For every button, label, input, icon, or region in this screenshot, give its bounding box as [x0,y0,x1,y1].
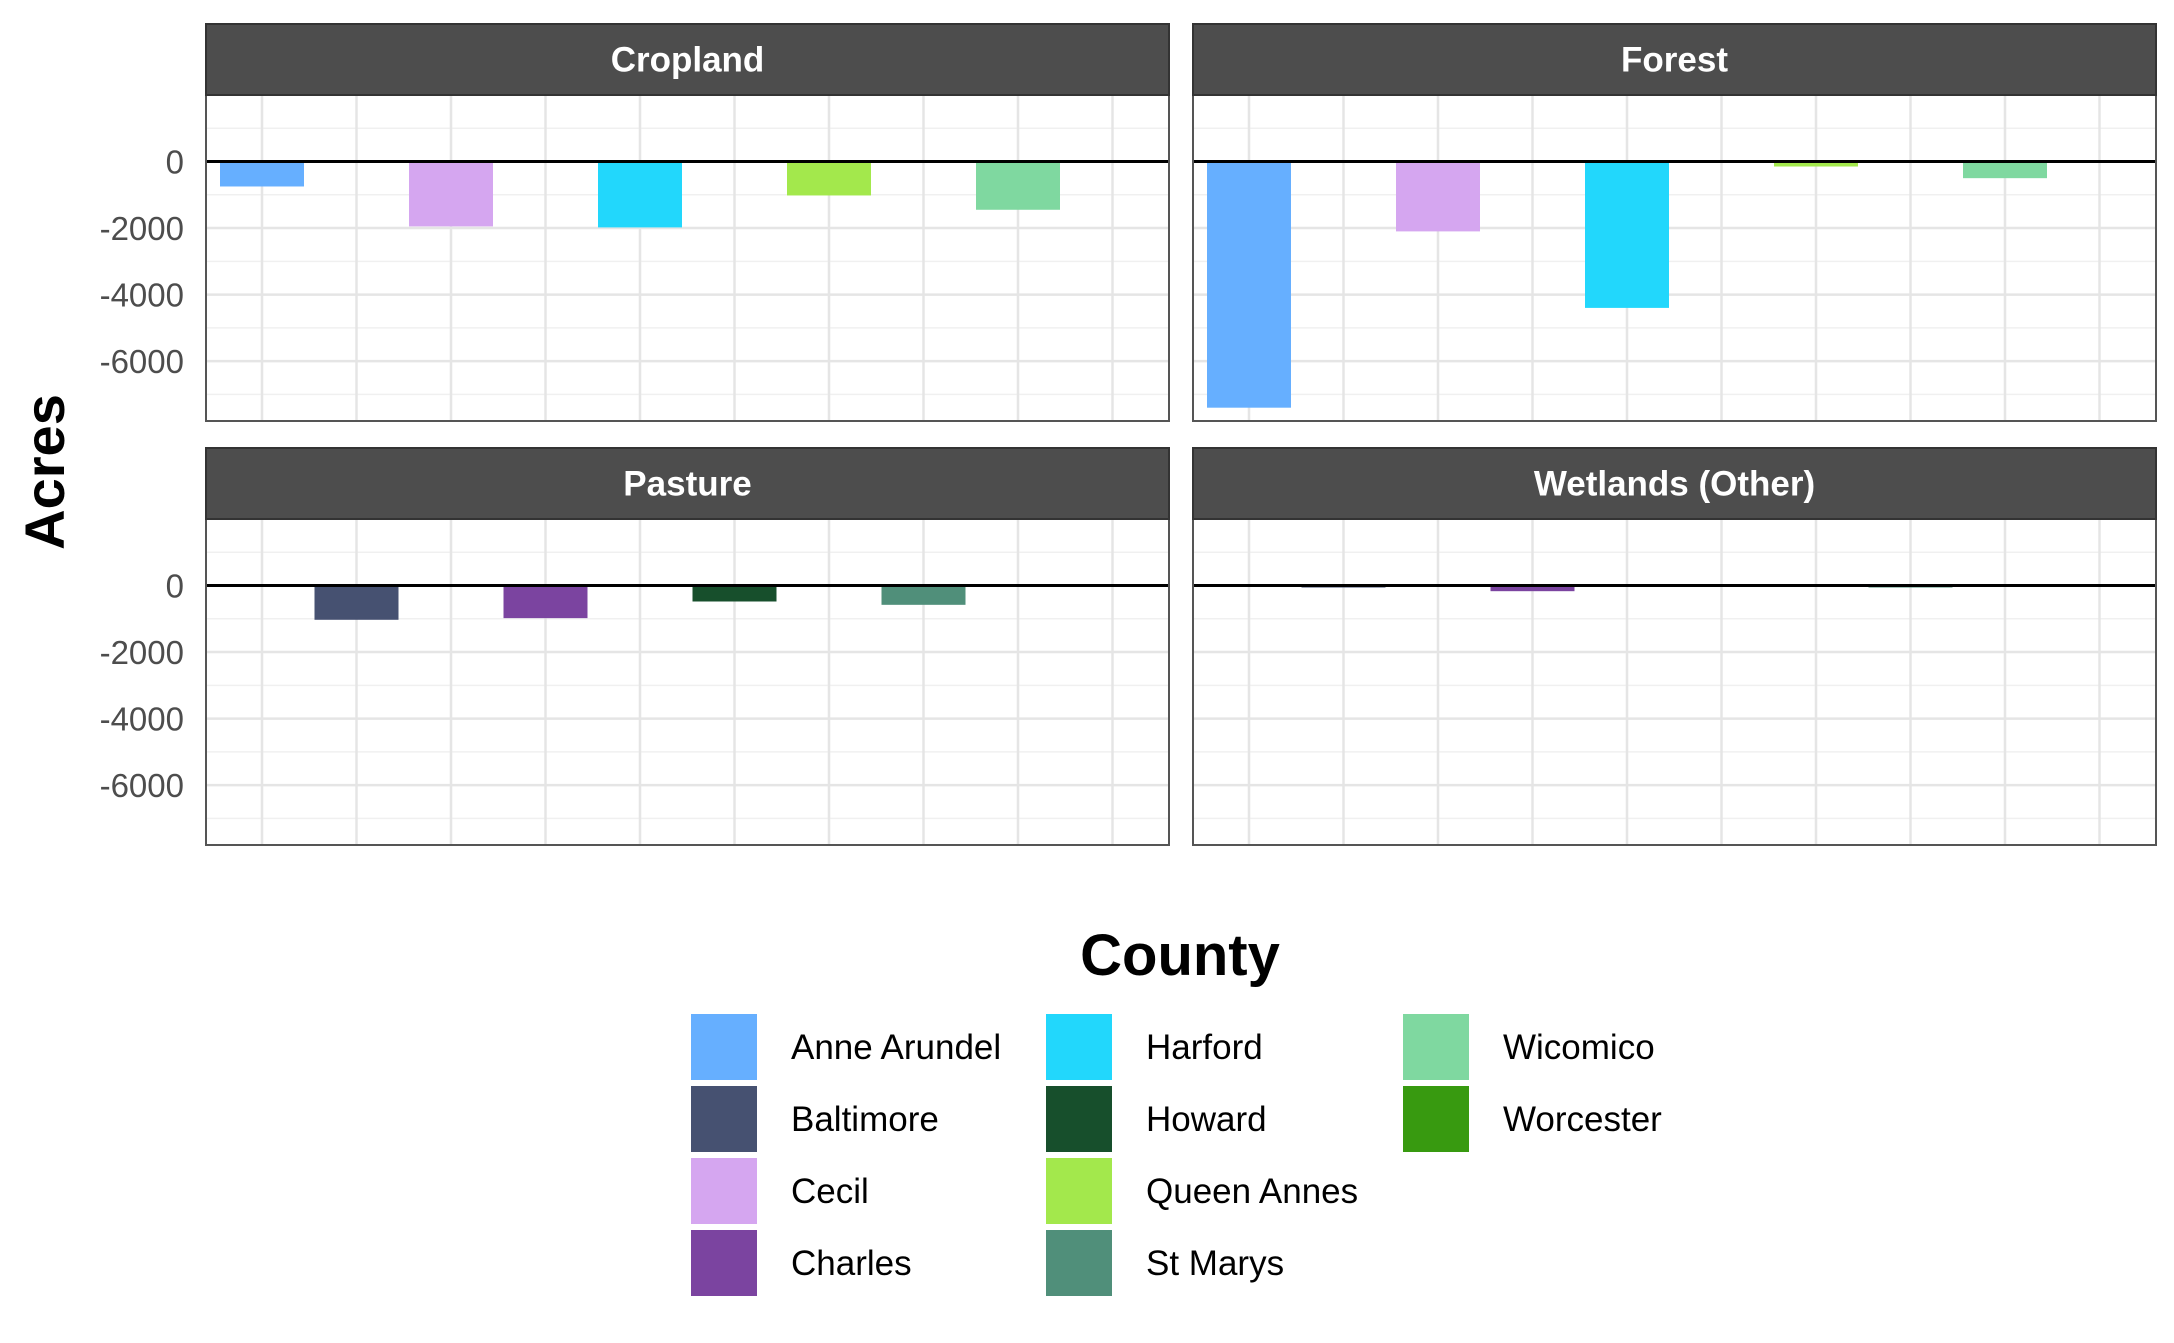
y-tick-label: -4000 [100,277,184,314]
legend-key [691,1230,757,1296]
legend-key [1046,1230,1112,1296]
bar-charles [503,585,588,619]
legend-key [691,1158,757,1224]
legend-key [1403,1086,1469,1152]
legend-item: Anne Arundel [691,1014,1001,1080]
panel-background [206,519,1169,845]
legend-item: Baltimore [691,1086,939,1152]
y-tick-label: 0 [166,144,184,181]
panel-background [1193,95,2156,421]
y-tick-label: -4000 [100,701,184,738]
y-tick-label: 0 [166,568,184,605]
facet-title: Wetlands (Other) [1534,465,1815,504]
facet-panels: Cropland Forest Pasture Wetlands (Other) [205,23,2157,846]
legend-key [1046,1158,1112,1224]
bar-charles [1490,585,1575,592]
facet-strip [205,23,1170,96]
facet-title: Cropland [611,41,765,80]
legend-title: County [1080,923,1280,988]
legend: County Anne Arundel Baltimore Cecil Charles… [691,923,1662,1296]
bar-wicomico [1963,161,2047,179]
legend-item: Queen Annes [1046,1158,1358,1224]
facet-panel: Pasture [205,447,1170,846]
bar-howard [692,585,777,602]
legend-label: Baltimore [791,1100,939,1139]
legend-item: Wicomico [1403,1014,1655,1080]
legend-label: Charles [791,1244,912,1283]
legend-label: Wicomico [1503,1028,1655,1067]
legend-label: St Marys [1146,1244,1284,1283]
bar-cecil [409,161,493,227]
bar-st-marys [881,585,966,605]
panel-background [1193,519,2156,845]
facet-strip [205,447,1170,520]
bar-queen-annes [1774,161,1858,167]
panel-background [206,95,1169,421]
legend-label: Howard [1146,1100,1267,1139]
y-tick-label: -6000 [100,767,184,804]
legend-key [1403,1014,1469,1080]
legend-label: Anne Arundel [791,1028,1001,1067]
legend-label: Worcester [1503,1100,1662,1139]
legend-label: Queen Annes [1146,1172,1358,1211]
bar-harford [1585,161,1669,308]
legend-key [1046,1014,1112,1080]
bar-harford [598,161,682,228]
y-tick-label: -2000 [100,634,184,671]
legend-label: Cecil [791,1172,869,1211]
bar-queen-annes [787,161,871,196]
bar-anne-arundel [1207,161,1291,408]
y-axis-title: Acres [13,394,76,550]
legend-key [691,1086,757,1152]
facet-panel: Cropland [205,23,1170,422]
bar-baltimore [314,585,399,620]
facet-panel: Forest [1192,23,2157,422]
legend-item: Harford [1046,1014,1263,1080]
y-tick-label: -6000 [100,343,184,380]
y-axis-tick-labels: 0 -2000 -4000 -6000 0 -2000 -4000 -6000 [100,144,184,805]
facet-title: Forest [1621,41,1728,80]
legend-label: Harford [1146,1028,1263,1067]
legend-item: St Marys [1046,1230,1284,1296]
y-tick-label: -2000 [100,210,184,247]
legend-item: Howard [1046,1086,1267,1152]
legend-item: Worcester [1403,1086,1662,1152]
legend-key [691,1014,757,1080]
facet-panel: Wetlands (Other) [1192,447,2157,846]
legend-item: Charles [691,1230,912,1296]
bar-anne-arundel [220,161,304,187]
facet-strip [1192,447,2157,520]
legend-key [1046,1086,1112,1152]
facet-title: Pasture [623,465,751,504]
legend-item: Cecil [691,1158,869,1224]
bar-wicomico [976,161,1060,210]
bar-cecil [1396,161,1480,232]
facet-strip [1192,23,2157,96]
